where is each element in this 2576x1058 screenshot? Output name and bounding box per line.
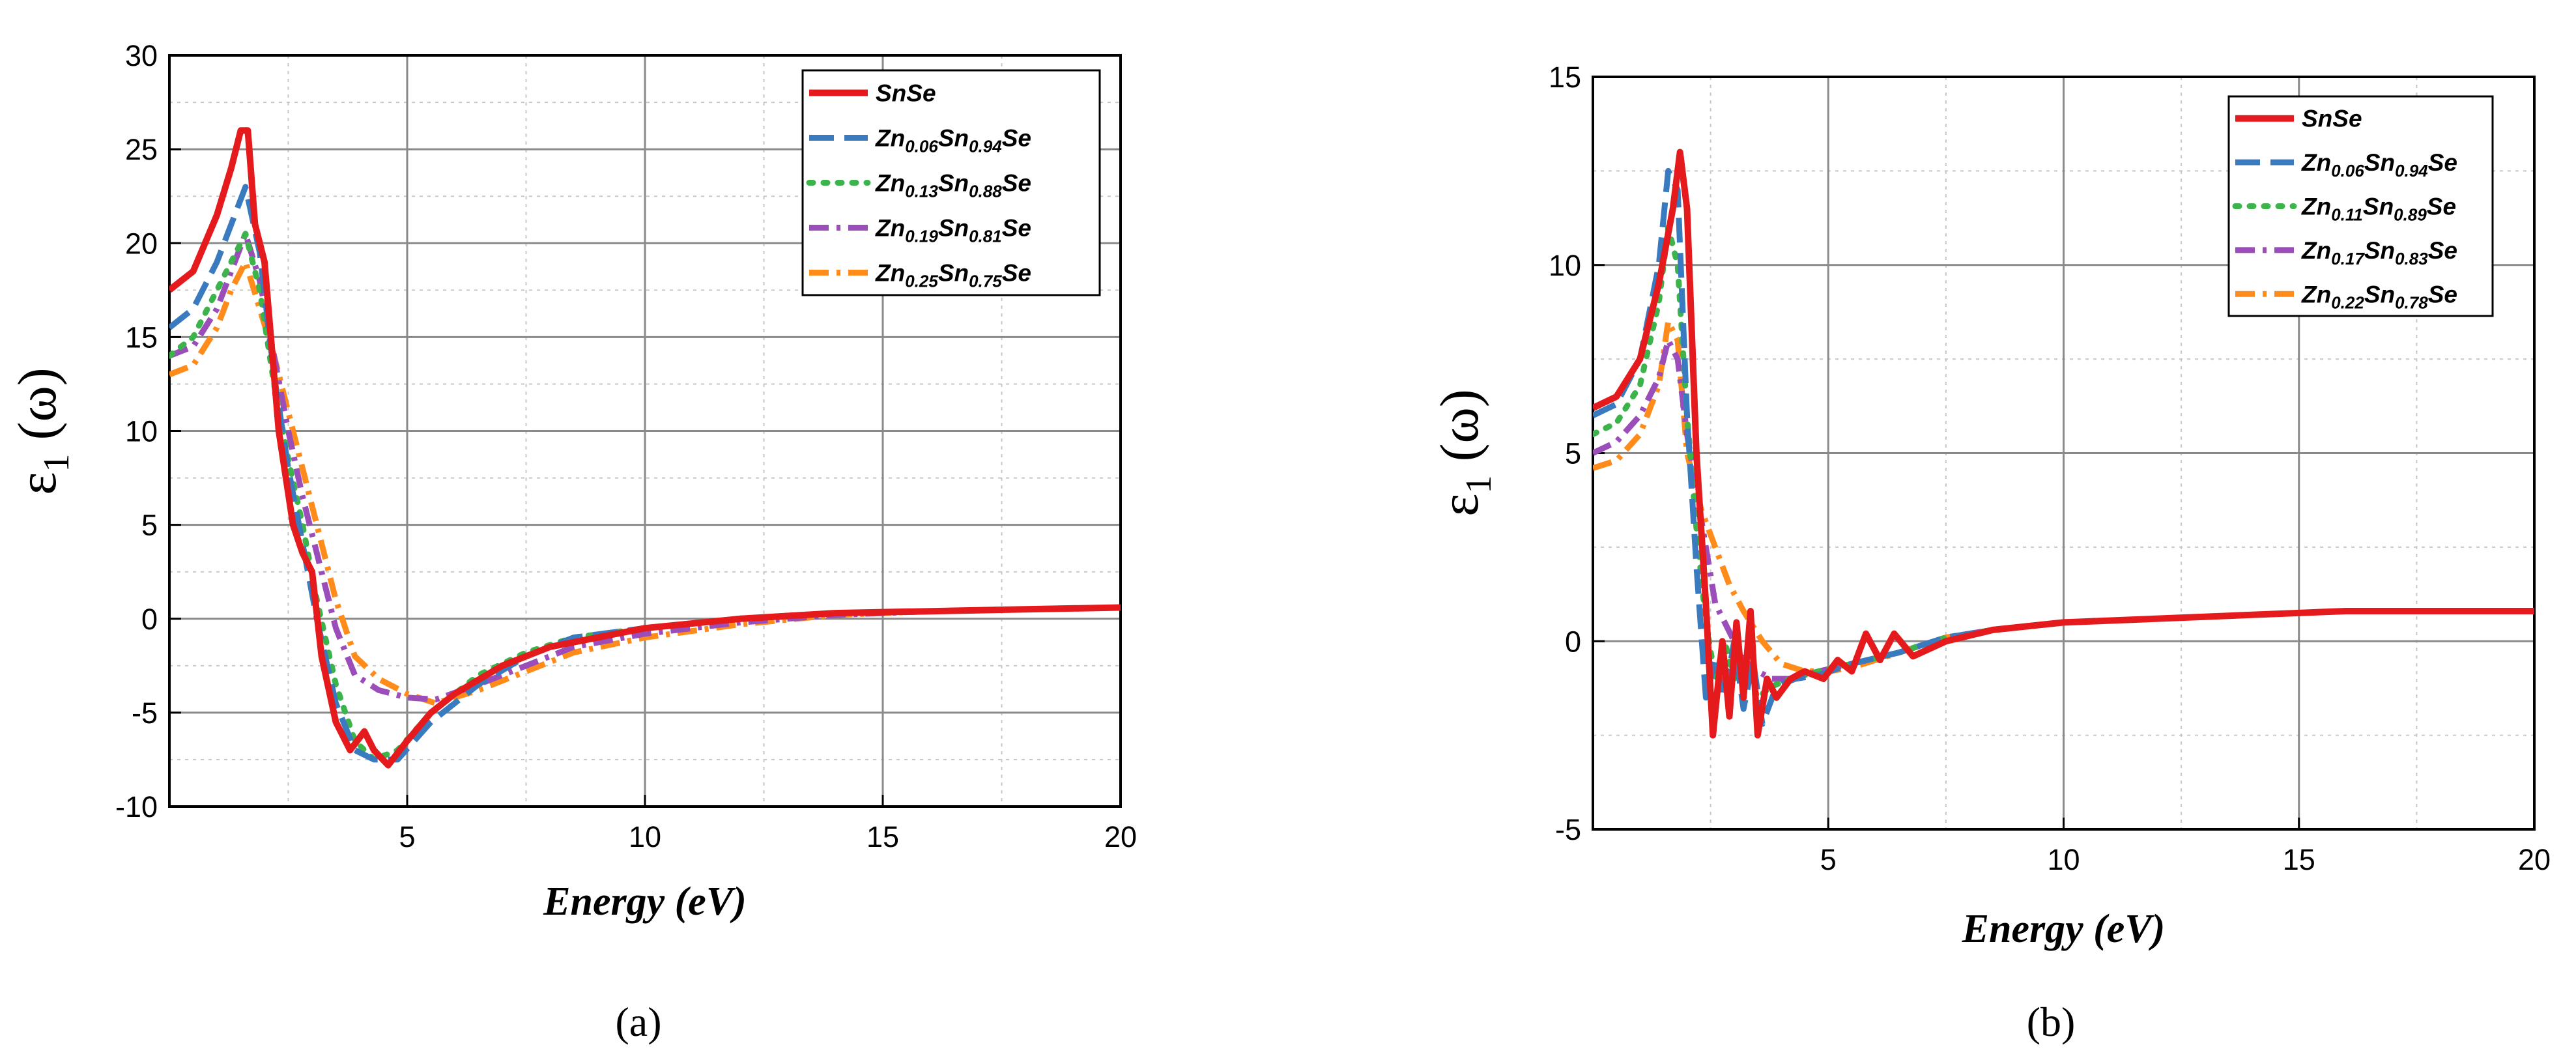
x-tick-label: 10: [629, 820, 661, 853]
x-tick-label: 5: [1820, 843, 1837, 876]
legend-entry: SnSe: [876, 80, 936, 107]
x-axis-label: Energy (eV): [543, 879, 747, 924]
x-tick-label: 15: [866, 820, 899, 853]
chart-panel-b: 5 10 15 20 -5 0 5 10 15 SnSe Zn0.06Sn0.94Se Zn0.11S…: [1429, 61, 2551, 1045]
y-tick-label: 30: [125, 39, 158, 72]
legend-entry: Zn0.06Sn0.94Se: [875, 125, 1031, 156]
y-axis-label: ε1 (ω): [1429, 389, 1499, 517]
y-tick-label: 20: [125, 227, 158, 260]
y-tick-label: -5: [1555, 813, 1581, 846]
y-tick-label: -10: [115, 790, 158, 823]
y-tick-label: 5: [1565, 437, 1581, 470]
y-tick-label: 10: [125, 415, 158, 448]
series-line: [169, 231, 1121, 703]
chart-panel-a: 5 10 15 20 -10 -5 0 5 10 15 20 25 30 SnSe Zn0.06Sn0.94…: [7, 39, 1137, 1045]
legend-entry: Zn0.13Sn0.88Se: [875, 170, 1031, 201]
x-tick-label: 10: [2047, 843, 2080, 876]
y-tick-label: 5: [141, 509, 158, 542]
y-tick-label: 15: [1549, 61, 1581, 94]
y-tick-label: 0: [141, 603, 158, 636]
y-tick-label: 25: [125, 133, 158, 166]
series-line: [169, 127, 1121, 769]
x-tick-label: 5: [399, 820, 415, 853]
series-line: [1593, 149, 2534, 739]
x-tick-label: 20: [1104, 820, 1137, 853]
panel-label: (a): [615, 999, 661, 1045]
legend-entry: Zn0.17Sn0.83Se: [2301, 237, 2457, 268]
series-group: [169, 127, 1121, 769]
series-line: [169, 231, 1121, 763]
y-tick-label: 15: [125, 321, 158, 354]
x-axis-label: Energy (eV): [1962, 907, 2166, 951]
legend-entry: Zn0.11Sn0.89Se: [2301, 193, 2456, 225]
x-tick-label: 20: [2518, 843, 2551, 876]
y-tick-label: 0: [1565, 625, 1581, 658]
legend-entry: Zn0.06Sn0.94Se: [2301, 149, 2457, 180]
panel-label: (b): [2027, 999, 2076, 1045]
y-tick-label: -5: [132, 696, 158, 730]
legend-entry: SnSe: [2302, 106, 2362, 132]
legend-entry: Zn0.22Sn0.78Se: [2301, 281, 2457, 312]
legend-box: [2227, 95, 2494, 317]
legend-entry: Zn0.19Sn0.81Se: [875, 215, 1031, 246]
y-tick-label: 10: [1549, 249, 1581, 282]
series-group: [1593, 149, 2534, 739]
x-tick-label: 15: [2283, 843, 2315, 876]
legend-entry: Zn0.25Sn0.75Se: [875, 260, 1031, 291]
y-axis-label: ε1 (ω): [7, 367, 77, 495]
